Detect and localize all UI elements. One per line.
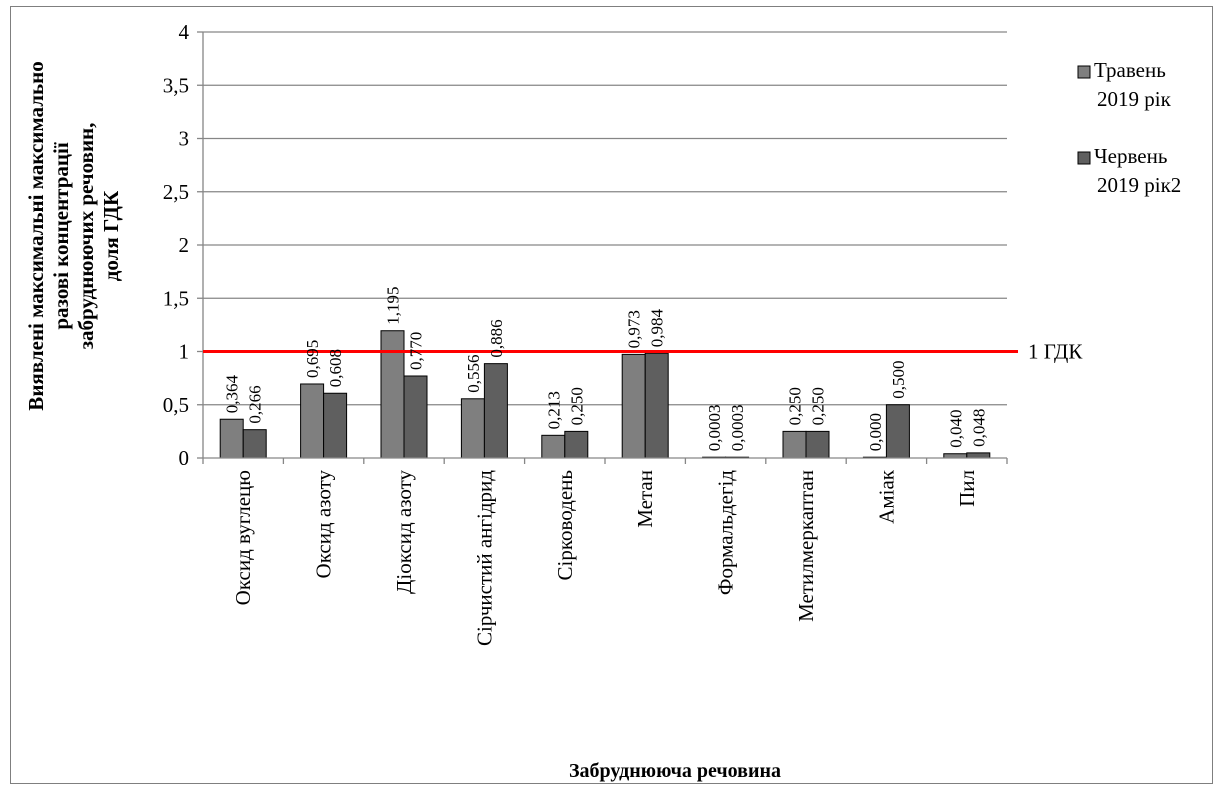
data-label: 0,266 — [246, 385, 265, 423]
data-label: 0,250 — [786, 387, 805, 425]
bar-series-2 — [242, 429, 267, 459]
data-label: 0,984 — [648, 308, 667, 347]
data-label: 0,500 — [889, 361, 908, 399]
x-tick-label: Оксид азоту — [312, 470, 336, 579]
bar-series-1 — [782, 430, 807, 459]
data-label: 0,213 — [544, 391, 563, 429]
chart-frame — [10, 6, 1213, 784]
legend-label-line: Червень — [1094, 144, 1167, 168]
x-tick-label: Метилмеркаптан — [794, 470, 818, 622]
data-label: 0,608 — [326, 349, 345, 387]
y-tick-label: 2 — [179, 233, 190, 257]
bar-series-2 — [966, 452, 991, 459]
legend-swatch-2 — [1077, 151, 1091, 165]
bar-series-1 — [219, 418, 244, 459]
y-axis-label-line: доля ГДК — [99, 190, 123, 281]
legend-label-2: Червень 2019 рік2 — [1094, 144, 1181, 197]
data-label: 0,250 — [809, 387, 828, 425]
data-label: 1,195 — [384, 286, 403, 324]
bar-series-1 — [380, 330, 405, 459]
y-axis-label-line: забруднюючих речовин, — [74, 123, 98, 350]
y-tick-label: 0 — [179, 446, 190, 470]
y-axis-label: Виявлені максимальні максимальноразові к… — [24, 61, 123, 410]
y-tick-labels: 0 0,5 1 1,5 2 2,5 3 3,5 4 — [163, 20, 190, 470]
y-tick-label: 1,5 — [163, 286, 189, 310]
x-tick-label: Метан — [633, 470, 657, 528]
data-label: 0,886 — [487, 319, 506, 357]
x-tick-label: Оксид вуглецю — [231, 470, 255, 605]
y-tick-label: 2,5 — [163, 180, 189, 204]
legend-label-line: 2019 рік — [1097, 87, 1172, 111]
bar-series-1 — [541, 434, 566, 459]
bars — [219, 330, 991, 459]
data-label: 0,364 — [223, 374, 242, 413]
bar-series-1 — [460, 398, 485, 459]
y-tick-label: 3 — [179, 127, 190, 151]
bar-series-2 — [483, 363, 508, 459]
bar-series-2 — [403, 375, 428, 459]
axes — [197, 31, 1008, 464]
data-label: 0,973 — [625, 310, 644, 348]
x-tick-label: Сірчистий ангідрид — [472, 470, 496, 646]
bar-series-2 — [564, 430, 589, 459]
data-label: 0,000 — [866, 413, 885, 451]
y-tick-label: 0,5 — [163, 393, 189, 417]
legend: Травень 2019 рік Червень 2019 рік2 — [1077, 58, 1181, 197]
bar-series-2 — [805, 430, 830, 459]
bar-series-1 — [300, 383, 325, 459]
gridlines — [203, 31, 1007, 406]
data-label: 0,040 — [946, 409, 965, 447]
data-label: 0,250 — [567, 387, 586, 425]
y-tick-label: 3,5 — [163, 73, 189, 97]
reference-line-group: 1 ГДК — [203, 340, 1083, 364]
y-tick-label: 1 — [179, 340, 190, 364]
x-axis-label: Забруднююча речовина — [569, 760, 781, 782]
y-tick-label: 4 — [179, 20, 190, 44]
bar-series-1 — [621, 353, 646, 459]
x-tick-label: Діоксид азоту — [392, 470, 416, 594]
legend-swatch-1 — [1077, 65, 1091, 79]
bar-series-2 — [644, 352, 669, 459]
data-label: 0,695 — [303, 340, 322, 378]
bar-series-2 — [323, 392, 348, 459]
y-axis-label-line: Виявлені максимальні максимально — [24, 61, 48, 410]
x-tick-label: Аміак — [874, 469, 898, 524]
legend-label-line: Травень — [1094, 58, 1166, 82]
x-tick-labels: Оксид вуглецю Оксид азоту Діоксид азоту Сір… — [231, 469, 979, 646]
data-label: 0,770 — [407, 332, 426, 370]
y-axis-label-line: разові концентрації — [49, 142, 73, 330]
reference-line-label: 1 ГДК — [1028, 340, 1083, 364]
legend-label-line: 2019 рік2 — [1097, 173, 1181, 197]
data-label: 0,0003 — [705, 404, 724, 451]
legend-label-1: Травень 2019 рік — [1094, 58, 1172, 111]
data-label: 0,556 — [464, 355, 483, 393]
data-label: 0,048 — [969, 409, 988, 447]
bar-series-2 — [885, 404, 910, 459]
x-tick-label: Сірководень — [553, 470, 577, 580]
x-tick-label: Пил — [955, 470, 979, 507]
data-label: 0,0003 — [728, 404, 747, 451]
x-tick-label: Формальдегід — [714, 470, 738, 595]
